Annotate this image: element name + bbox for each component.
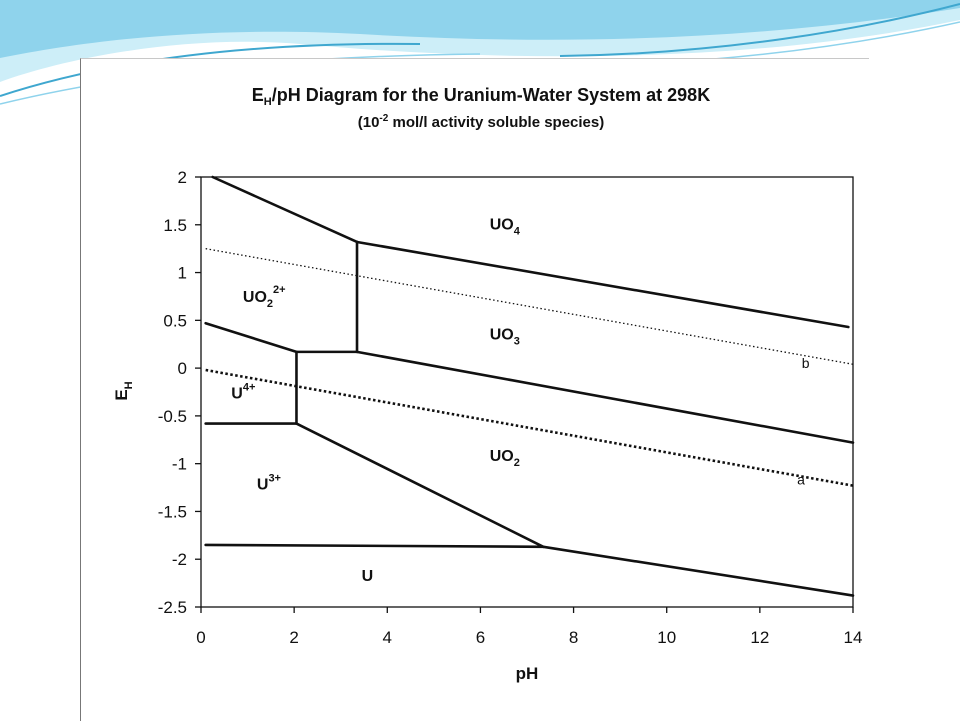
boundary-uo2-2plus-u4plus xyxy=(204,321,298,354)
x-tick-label: 6 xyxy=(476,628,485,647)
region-label: U4+ xyxy=(231,382,255,403)
x-tick-label: 8 xyxy=(569,628,578,647)
boundary-uo2-2plus-uo4 xyxy=(211,175,359,244)
reference-lines xyxy=(205,248,854,487)
x-axis-label: pH xyxy=(516,664,539,683)
boundary-u-uo2 xyxy=(541,545,855,597)
boundary-u-u3plus xyxy=(204,543,545,549)
boundary-uo3-uo2 xyxy=(355,350,855,444)
x-tick-label: 2 xyxy=(289,628,298,647)
x-tick-label: 10 xyxy=(657,628,676,647)
y-axis-label: EH xyxy=(112,381,135,400)
region-label: UO22+ xyxy=(243,284,286,310)
region-label: U xyxy=(362,568,374,585)
y-tick-label: 1.5 xyxy=(163,216,187,235)
phase-boundaries xyxy=(204,175,855,597)
y-tick-label: 0.5 xyxy=(163,311,187,330)
y-axis-ticks: 2 1.5 1 0.5 0 -0.5 -1 -1.5 -2 -2.5 xyxy=(158,168,201,617)
x-tick-label: 14 xyxy=(844,628,863,647)
y-tick-label: 2 xyxy=(178,168,187,187)
eh-ph-diagram: EH/pH Diagram for the Uranium-Water Syst… xyxy=(112,85,862,683)
boundary-uo3-uo4 xyxy=(355,240,850,329)
chart-subtitle: (10-2 mol/l activity soluble species) xyxy=(358,113,605,131)
region-label: UO3 xyxy=(490,326,520,347)
chart-image: EH/pH Diagram for the Uranium-Water Syst… xyxy=(80,58,869,721)
region-labels: UO4 UO22+ UO3 U4+ UO2 U3+ U xyxy=(231,217,520,586)
reference-line-labels: ab xyxy=(797,355,810,488)
x-tick-label: 0 xyxy=(196,628,205,647)
boundary-u3plus-uo2 xyxy=(295,422,545,549)
x-tick-label: 4 xyxy=(383,628,392,647)
x-tick-label: 12 xyxy=(750,628,769,647)
y-tick-label: 1 xyxy=(178,264,187,283)
y-tick-label: -2 xyxy=(172,550,187,569)
y-tick-label: -1.5 xyxy=(158,502,187,521)
region-label: UO2 xyxy=(490,448,520,469)
y-tick-label: 0 xyxy=(178,359,187,378)
x-axis-ticks: 0 2 4 6 8 10 12 14 xyxy=(196,607,862,647)
plot-frame xyxy=(200,176,854,608)
reference-label-b: b xyxy=(802,355,810,371)
reference-label-a: a xyxy=(797,472,805,488)
y-tick-label: -0.5 xyxy=(158,407,187,426)
chart-title: EH/pH Diagram for the Uranium-Water Syst… xyxy=(252,85,710,108)
reference-line-b xyxy=(205,248,854,365)
region-label: U3+ xyxy=(257,472,281,493)
region-label: UO4 xyxy=(490,217,521,238)
y-tick-label: -2.5 xyxy=(158,598,187,617)
y-tick-label: -1 xyxy=(172,455,187,474)
